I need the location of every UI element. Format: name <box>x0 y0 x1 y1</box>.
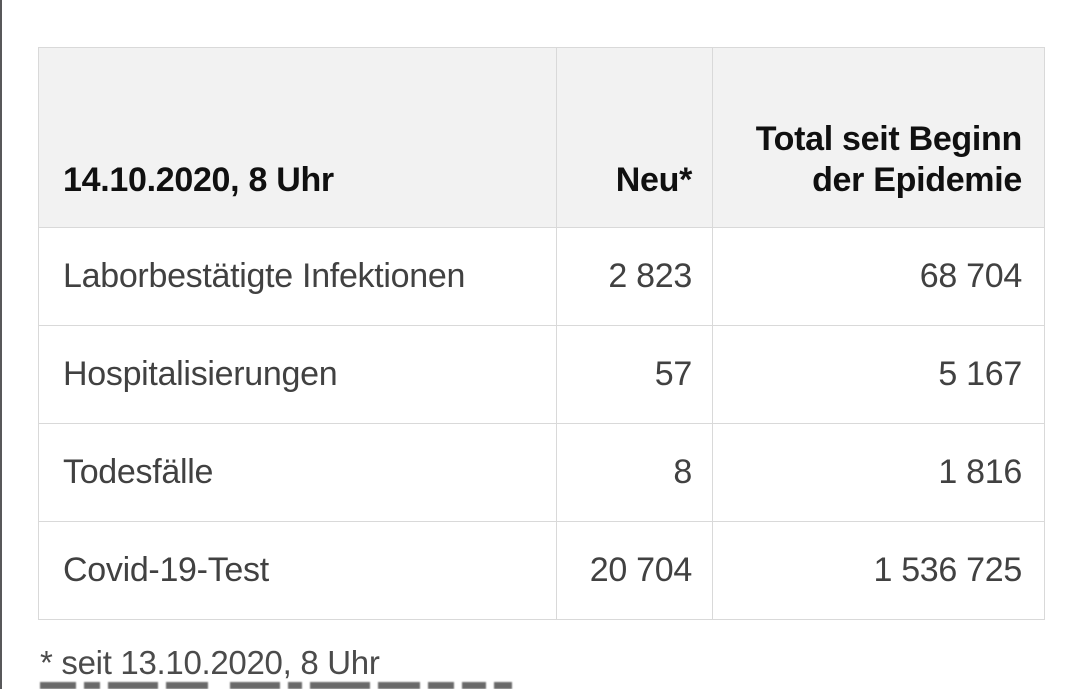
footnote-asterisk-note: * seit 13.10.2020, 8 Uhr <box>40 644 380 681</box>
table-header-row: 14.10.2020, 8 Uhr Neu* Total seit Beginn… <box>38 47 1045 228</box>
row-new-value: 2 823 <box>556 227 713 326</box>
row-total-value: 1 816 <box>712 423 1045 522</box>
table-row-hospitalisations: Hospitalisierungen 57 5 167 <box>38 325 1045 424</box>
header-total-cell: Total seit Beginn der Epidemie <box>712 47 1045 228</box>
header-new-cell: Neu* <box>556 47 713 228</box>
row-label: Todesfälle <box>38 423 557 522</box>
row-total-value: 1 536 725 <box>712 521 1045 620</box>
table-body: Laborbestätigte Infektionen 2 823 68 704… <box>38 227 1045 620</box>
header-date-cell: 14.10.2020, 8 Uhr <box>38 47 557 228</box>
covid-stats-table: 14.10.2020, 8 Uhr Neu* Total seit Beginn… <box>38 47 1045 620</box>
table-row-tests: Covid-19-Test 20 704 1 536 725 <box>38 521 1045 620</box>
clipped-next-text-line <box>40 682 512 689</box>
row-label: Covid-19-Test <box>38 521 557 620</box>
row-total-value: 5 167 <box>712 325 1045 424</box>
row-label: Hospitalisierungen <box>38 325 557 424</box>
row-total-value: 68 704 <box>712 227 1045 326</box>
row-new-value: 20 704 <box>556 521 713 620</box>
row-label: Laborbestätigte Infektionen <box>38 227 557 326</box>
table-row-deaths: Todesfälle 8 1 816 <box>38 423 1045 522</box>
row-new-value: 57 <box>556 325 713 424</box>
table-header: 14.10.2020, 8 Uhr Neu* Total seit Beginn… <box>38 47 1045 228</box>
row-new-value: 8 <box>556 423 713 522</box>
screen-left-edge-bar <box>0 0 2 689</box>
table-row-infections: Laborbestätigte Infektionen 2 823 68 704 <box>38 227 1045 326</box>
